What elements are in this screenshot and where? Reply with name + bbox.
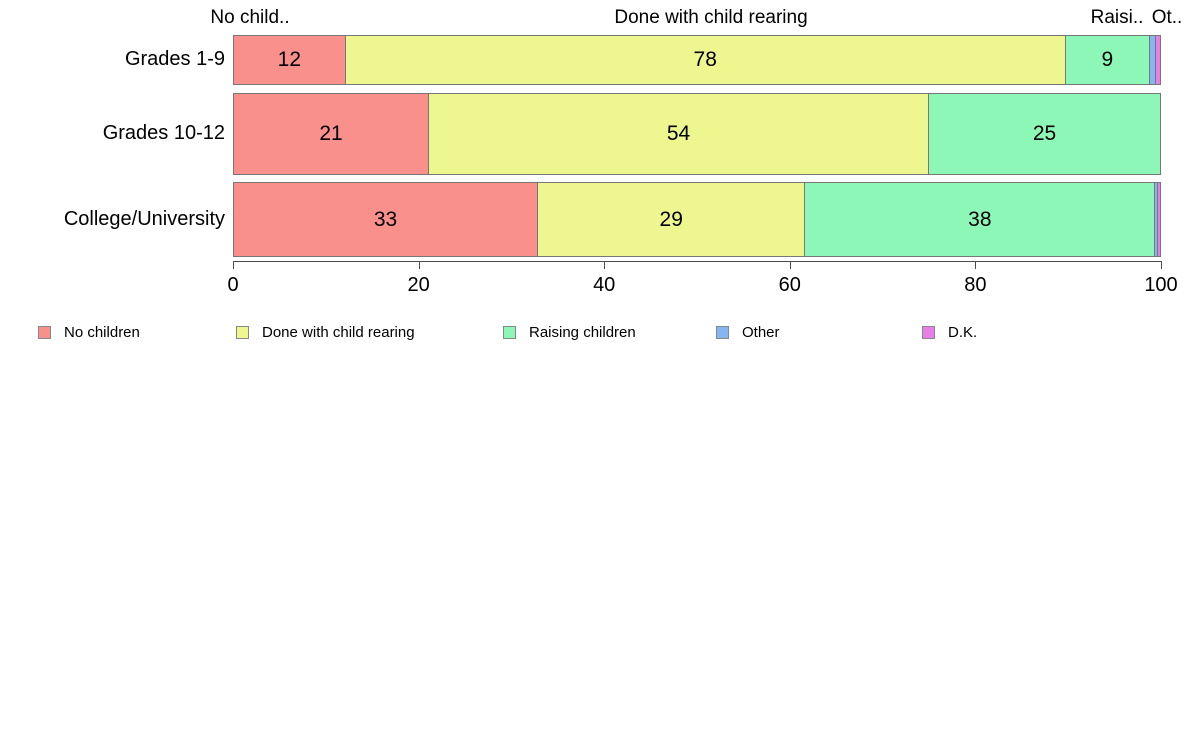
bar-segment: 78 [344, 35, 1066, 85]
category-label: College/University [63, 207, 225, 230]
x-axis-tick [604, 261, 606, 269]
legend-swatch [716, 325, 729, 339]
bar-row: 33 29 38 [233, 182, 1162, 257]
bar-row: 21 54 25 [233, 93, 1161, 175]
x-axis-tick-label: 0 [227, 274, 239, 296]
legend-swatch [236, 325, 249, 339]
legend-swatch [503, 325, 516, 339]
x-axis-line [233, 261, 1162, 262]
value-label: 25 [1032, 122, 1057, 145]
x-axis-tick-label: 20 [407, 274, 430, 296]
bar-segment: 9 [1064, 35, 1150, 85]
x-axis-tick-label: 100 [1144, 274, 1178, 296]
legend-item: D.K. [922, 323, 978, 341]
value-label: 38 [968, 207, 992, 231]
bar-segment: 21 [233, 93, 430, 175]
bar-row: 12 78 9 [233, 35, 1161, 85]
x-axis-tick [789, 261, 791, 269]
value-label: 12 [277, 48, 301, 71]
value-label: 78 [693, 48, 717, 71]
legend-swatch [922, 325, 935, 339]
bar-segment: 33 [233, 182, 539, 257]
x-axis-tick [1161, 261, 1162, 269]
bar-segment: 38 [804, 182, 1156, 257]
value-label: 21 [319, 122, 343, 145]
bar-segment [1155, 35, 1161, 85]
category-label: Grades 10-12 [102, 122, 225, 144]
x-axis-tick-label: 80 [964, 274, 987, 296]
bar-segment: 12 [233, 35, 346, 85]
legend-item: Other [716, 323, 780, 341]
value-label: 33 [373, 207, 398, 231]
legend-label: Raising children [529, 323, 636, 341]
x-axis-tick [975, 261, 977, 269]
value-label: 29 [659, 207, 683, 231]
x-axis-tick-label: 40 [593, 274, 616, 296]
x-axis-tick [418, 261, 420, 269]
legend-label: Other [742, 323, 780, 341]
bar-segment [1157, 182, 1162, 257]
value-label: 9 [1101, 48, 1114, 71]
bar-segment: 25 [928, 93, 1161, 175]
legend-item: No children [38, 323, 140, 341]
legend-swatch [38, 325, 51, 339]
legend-item: Done with child rearing [236, 323, 415, 341]
bar-segment: 29 [537, 182, 806, 257]
legend-label: Done with child rearing [262, 323, 415, 341]
segment-header-label: Done with child rearing [614, 7, 808, 28]
legend-label: D.K. [948, 323, 978, 341]
legend-label: No children [64, 323, 140, 341]
x-axis-tick [233, 261, 234, 269]
legend-item: Raising children [503, 323, 636, 341]
bar-segment: 54 [428, 93, 929, 175]
category-label: Grades 1-9 [124, 48, 225, 70]
segment-header-label: Raisi.. [1090, 7, 1144, 28]
segment-header-label: Ot.. [1151, 7, 1183, 28]
segment-header-label: No child.. [210, 7, 290, 28]
x-axis-tick-label: 60 [778, 274, 801, 296]
value-label: 54 [666, 122, 691, 145]
